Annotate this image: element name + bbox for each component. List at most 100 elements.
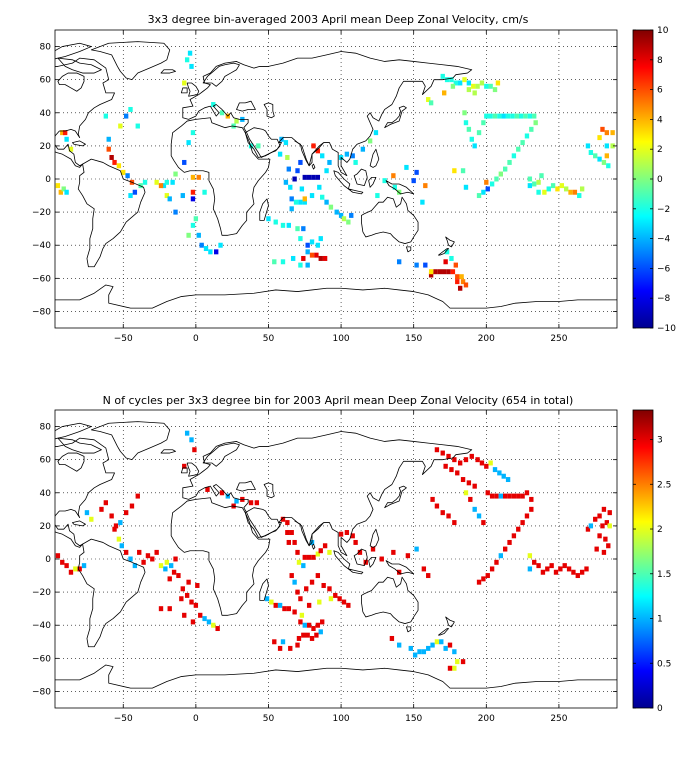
chart1-bin-cell [498,171,504,177]
chart1-bin-cell [472,143,477,149]
chart1-bin-cell [457,285,463,291]
chart1-bin-cell [501,113,506,119]
chart2-bin-cell [607,523,612,529]
chart1-bin-cell [446,269,451,275]
chart2-bin-cell [446,513,451,519]
chart2-bin-cell [184,592,190,598]
chart2-bin-cell [606,543,611,549]
chart1-bin-cell [533,120,538,126]
chart1-bin-cell [283,140,289,146]
chart1-bin-cell [135,123,140,129]
chart2-bin-cell [309,579,315,585]
chart1-bin-cell [193,216,199,222]
chart2-cells [55,430,612,671]
chart1-bin-cell [187,50,193,56]
chart2-ytick-label: 80 [40,423,52,433]
chart2-bin-cell [443,645,448,651]
chart2-bin-cell [292,579,297,585]
chart2-ytick-label: 40 [40,489,52,499]
chart2-bin-cell [600,523,605,529]
chart2-bin-cell [327,549,332,555]
chart2-bin-cell [137,549,142,555]
chart1-bin-cell [350,153,355,159]
chart2-ytick-label: −80 [32,687,51,697]
chart1-bin-cell [334,209,339,215]
chart1-bin-cell [60,130,65,136]
chart1-bin-cell [510,113,515,119]
chart1-bin-cell [302,196,307,202]
chart2-bin-cell [426,645,431,651]
chart2-bin-cell [264,596,270,602]
chart1-bin-cell [128,106,133,112]
chart1-bin-cell [585,143,591,149]
chart1-bin-cell [219,110,225,116]
chart2-bin-cell [193,602,199,608]
chart1-colorbar-tick-label: −10 [657,324,676,334]
chart1-bin-cell [301,226,306,232]
chart2-bin-cell [511,493,517,499]
chart1-bin-cell [536,179,541,185]
chart1-bin-cell [507,159,512,165]
chart1-bin-cell [64,136,69,142]
chart2-bin-cell [272,639,277,645]
chart1-bin-cell [463,184,469,190]
chart2-bin-cell [498,553,504,559]
chart2-bin-cell [601,549,607,555]
chart2-bin-cell [306,602,312,608]
chart2-bin-cell [527,566,533,572]
chart2-bin-cell [73,566,78,572]
chart2-xtick-label: 250 [550,714,567,724]
chart1-xtick-label: 250 [550,334,567,344]
chart1-ytick-label: 80 [40,43,52,53]
chart1-bin-cell [604,130,610,136]
chart2-bin-cell [584,566,589,572]
chart2-bin-cell [299,612,305,618]
chart1-coastlines [55,40,617,309]
chart2-xtick-label: 150 [405,714,422,724]
chart1-bin-cell [290,255,296,261]
chart2-bin-cell [289,530,294,535]
chart1-bin-cell [272,259,277,265]
chart1-bin-cell [190,174,196,180]
chart1-bin-cell [180,193,185,199]
chart2-bin-cell [205,486,210,492]
chart2-bin-cell [305,632,310,638]
chart2-bin-cell [601,506,607,512]
chart1-bin-cell [266,216,271,222]
chart2-bin-cell [158,606,164,612]
chart2-bin-cell [318,548,323,554]
chart1-colorbar-tick-label: 4 [657,115,663,125]
chart2-bin-cell [452,520,457,526]
chart1-bin-cell [542,189,547,195]
chart1-bin-cell [164,179,169,185]
chart2-bin-cell [55,553,61,559]
chart1-bin-cell [523,113,528,119]
chart2-bin-cell [430,642,435,648]
chart1-bin-cell [514,113,519,119]
chart2-bin-cell [449,467,454,473]
chart1-bin-cell [62,130,68,136]
chart2-bin-cell [353,539,358,545]
chart2-xtick-label: −50 [114,714,133,724]
chart2-bin-cell [192,447,197,453]
chart2-bin-cell [421,566,427,572]
chart1-bin-cell [494,176,499,182]
chart1-bin-cell [463,120,469,126]
chart1-bin-cell [186,232,191,238]
chart1-bin-cell [298,262,303,268]
chart2-bin-cell [575,573,580,579]
chart2-bin-cell [511,533,517,539]
chart1-bin-cell [327,159,332,165]
chart1-xtick-label: 100 [332,334,349,344]
chart1-bin-cell [301,255,306,261]
chart1-colorbar-tick-label: −2 [657,205,670,215]
chart2-colorbar-tick-label: 2 [657,525,663,535]
chart2-bin-cell [443,463,448,469]
chart2-bin-cell [77,566,82,572]
chart1-bin-cell [568,189,573,195]
chart2-bin-cell [269,599,274,605]
chart2-bin-cell [306,554,312,560]
chart2-ytick-label: 60 [40,456,52,466]
chart1-bin-cell [577,193,582,199]
chart2-bin-cell [494,493,499,499]
